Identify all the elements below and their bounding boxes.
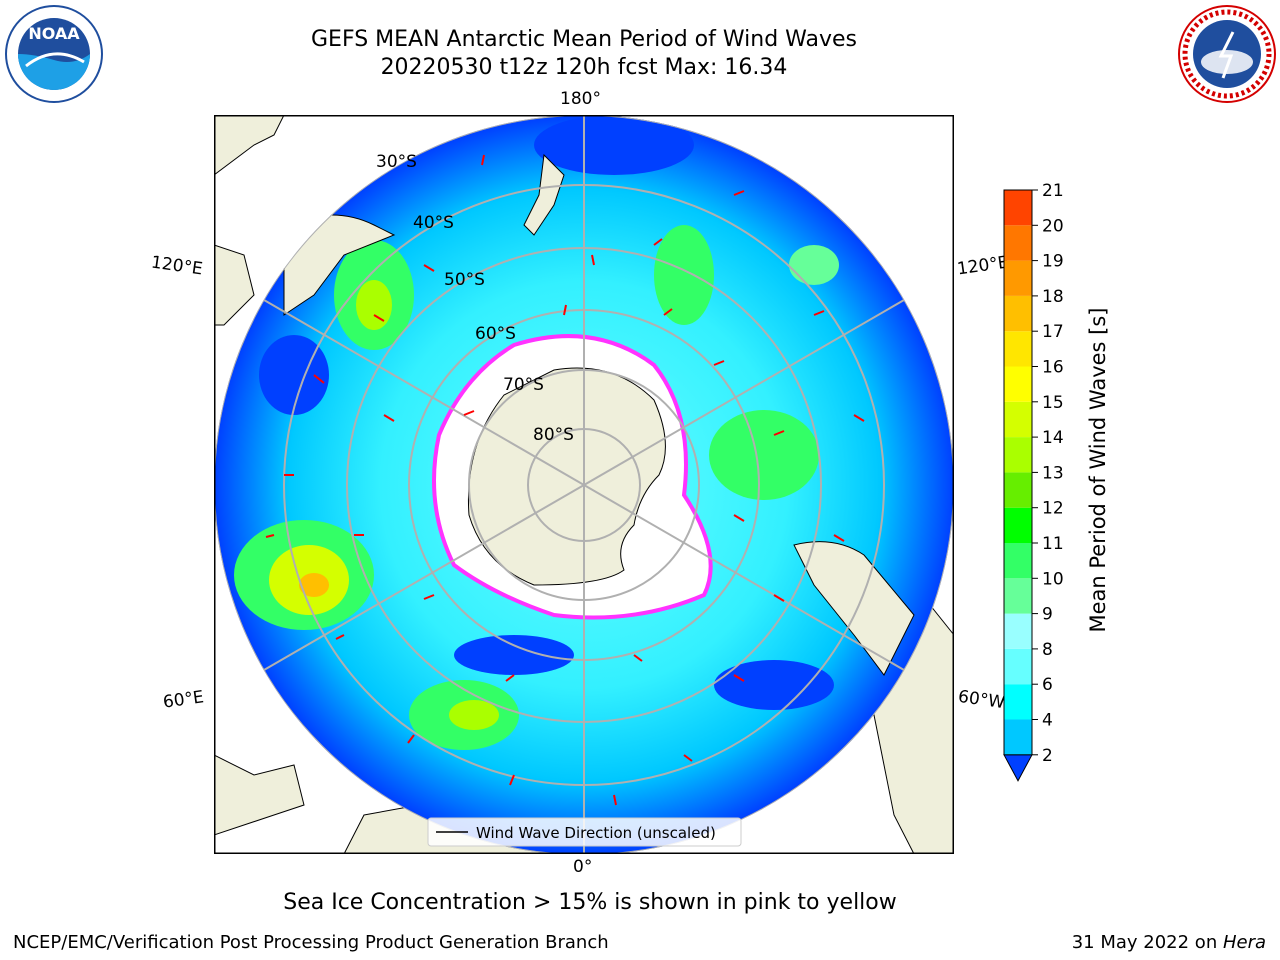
map-legend: Wind Wave Direction (unscaled) (427, 817, 742, 847)
lat-label-30s: 30°S (376, 152, 417, 172)
meridians (263, 115, 905, 854)
chart-subtitle: 20220530 t12z 120h fcst Max: 16.34 (380, 55, 788, 80)
colorbar-tick-label: 13 (1042, 463, 1064, 483)
footer-host: Hera (1222, 932, 1266, 953)
colorbar-tick-label: 21 (1042, 181, 1064, 201)
colorbar-bin (1004, 331, 1032, 367)
colorbar-tick-label: 15 (1042, 393, 1064, 413)
colorbar: 2 4 6 8 9 10 11 12 13 14 15 16 17 18 19 20 21 (1003, 181, 1064, 782)
colorbar-bin (1004, 684, 1032, 720)
lat-label-50s: 50°S (444, 270, 485, 290)
colorbar-bin (1004, 613, 1032, 649)
colorbar-tick-label: 8 (1042, 640, 1053, 660)
lat-label-40s: 40°S (413, 213, 454, 233)
colorbar-bin (1004, 507, 1032, 543)
noaa-logo: NOAA (5, 5, 103, 103)
colorbar-tick-label: 12 (1042, 499, 1064, 519)
colorbar-bin (1004, 543, 1032, 579)
nws-logo (1178, 5, 1276, 103)
colorbar-tick-label: 20 (1042, 216, 1064, 236)
colorbar-tick-label: 17 (1042, 322, 1064, 342)
wave-period-patches (234, 115, 839, 750)
colorbar-tick-label: 9 (1042, 605, 1053, 625)
polar-map: Wind Wave Direction (unscaled) (214, 115, 954, 854)
colorbar-bin (1004, 295, 1032, 332)
colorbar-tick-label: 14 (1042, 428, 1064, 448)
noaa-logo-text: NOAA (28, 24, 80, 43)
colorbar-bin (1004, 366, 1032, 402)
colorbar-tick-label: 11 (1042, 534, 1064, 554)
lon-label-120e-left: 120°E (149, 252, 204, 280)
chart-title: GEFS MEAN Antarctic Mean Period of Wind … (311, 27, 857, 52)
lat-label-60s: 60°S (475, 324, 516, 344)
wave-direction-arrows (265, 154, 865, 806)
lon-label-60e: 60°E (161, 687, 206, 713)
colorbar-bin (1004, 648, 1032, 685)
lat-label-80s: 80°S (533, 425, 574, 445)
colorbar-bin (1004, 225, 1032, 261)
colorbar-tick-label: 18 (1042, 287, 1064, 307)
colorbar-bin (1004, 472, 1032, 508)
colorbar-tick-label: 2 (1042, 746, 1053, 766)
colorbar-under-extension (1003, 754, 1033, 782)
colorbar-tick-label: 6 (1042, 675, 1053, 695)
colorbar-tick-label: 16 (1042, 358, 1064, 378)
lon-label-0: 0° (573, 857, 593, 877)
caption: Sea Ice Concentration > 15% is shown in … (283, 890, 897, 915)
colorbar-bin (1004, 260, 1032, 296)
colorbar-bin (1004, 719, 1032, 755)
footer-date: 31 May 2022 on Hera (1072, 932, 1266, 953)
colorbar-bin (1004, 401, 1032, 438)
lat-label-70s: 70°S (503, 375, 544, 395)
colorbar-tick-label: 10 (1042, 569, 1064, 589)
lon-label-180: 180° (560, 89, 601, 109)
colorbar-bin (1004, 437, 1032, 473)
colorbar-bin (1004, 190, 1032, 226)
colorbar-tick-label: 4 (1042, 711, 1053, 731)
map-frame (214, 115, 954, 854)
colorbar-tick-label: 19 (1042, 252, 1064, 272)
colorbar-label: Mean Period of Wind Waves [s] (1086, 307, 1110, 633)
footer-credit: NCEP/EMC/Verification Post Processing Pr… (13, 932, 609, 953)
legend-label: Wind Wave Direction (unscaled) (476, 824, 716, 842)
footer-date-text: 31 May 2022 on (1071, 932, 1223, 953)
colorbar-bin (1004, 578, 1032, 614)
